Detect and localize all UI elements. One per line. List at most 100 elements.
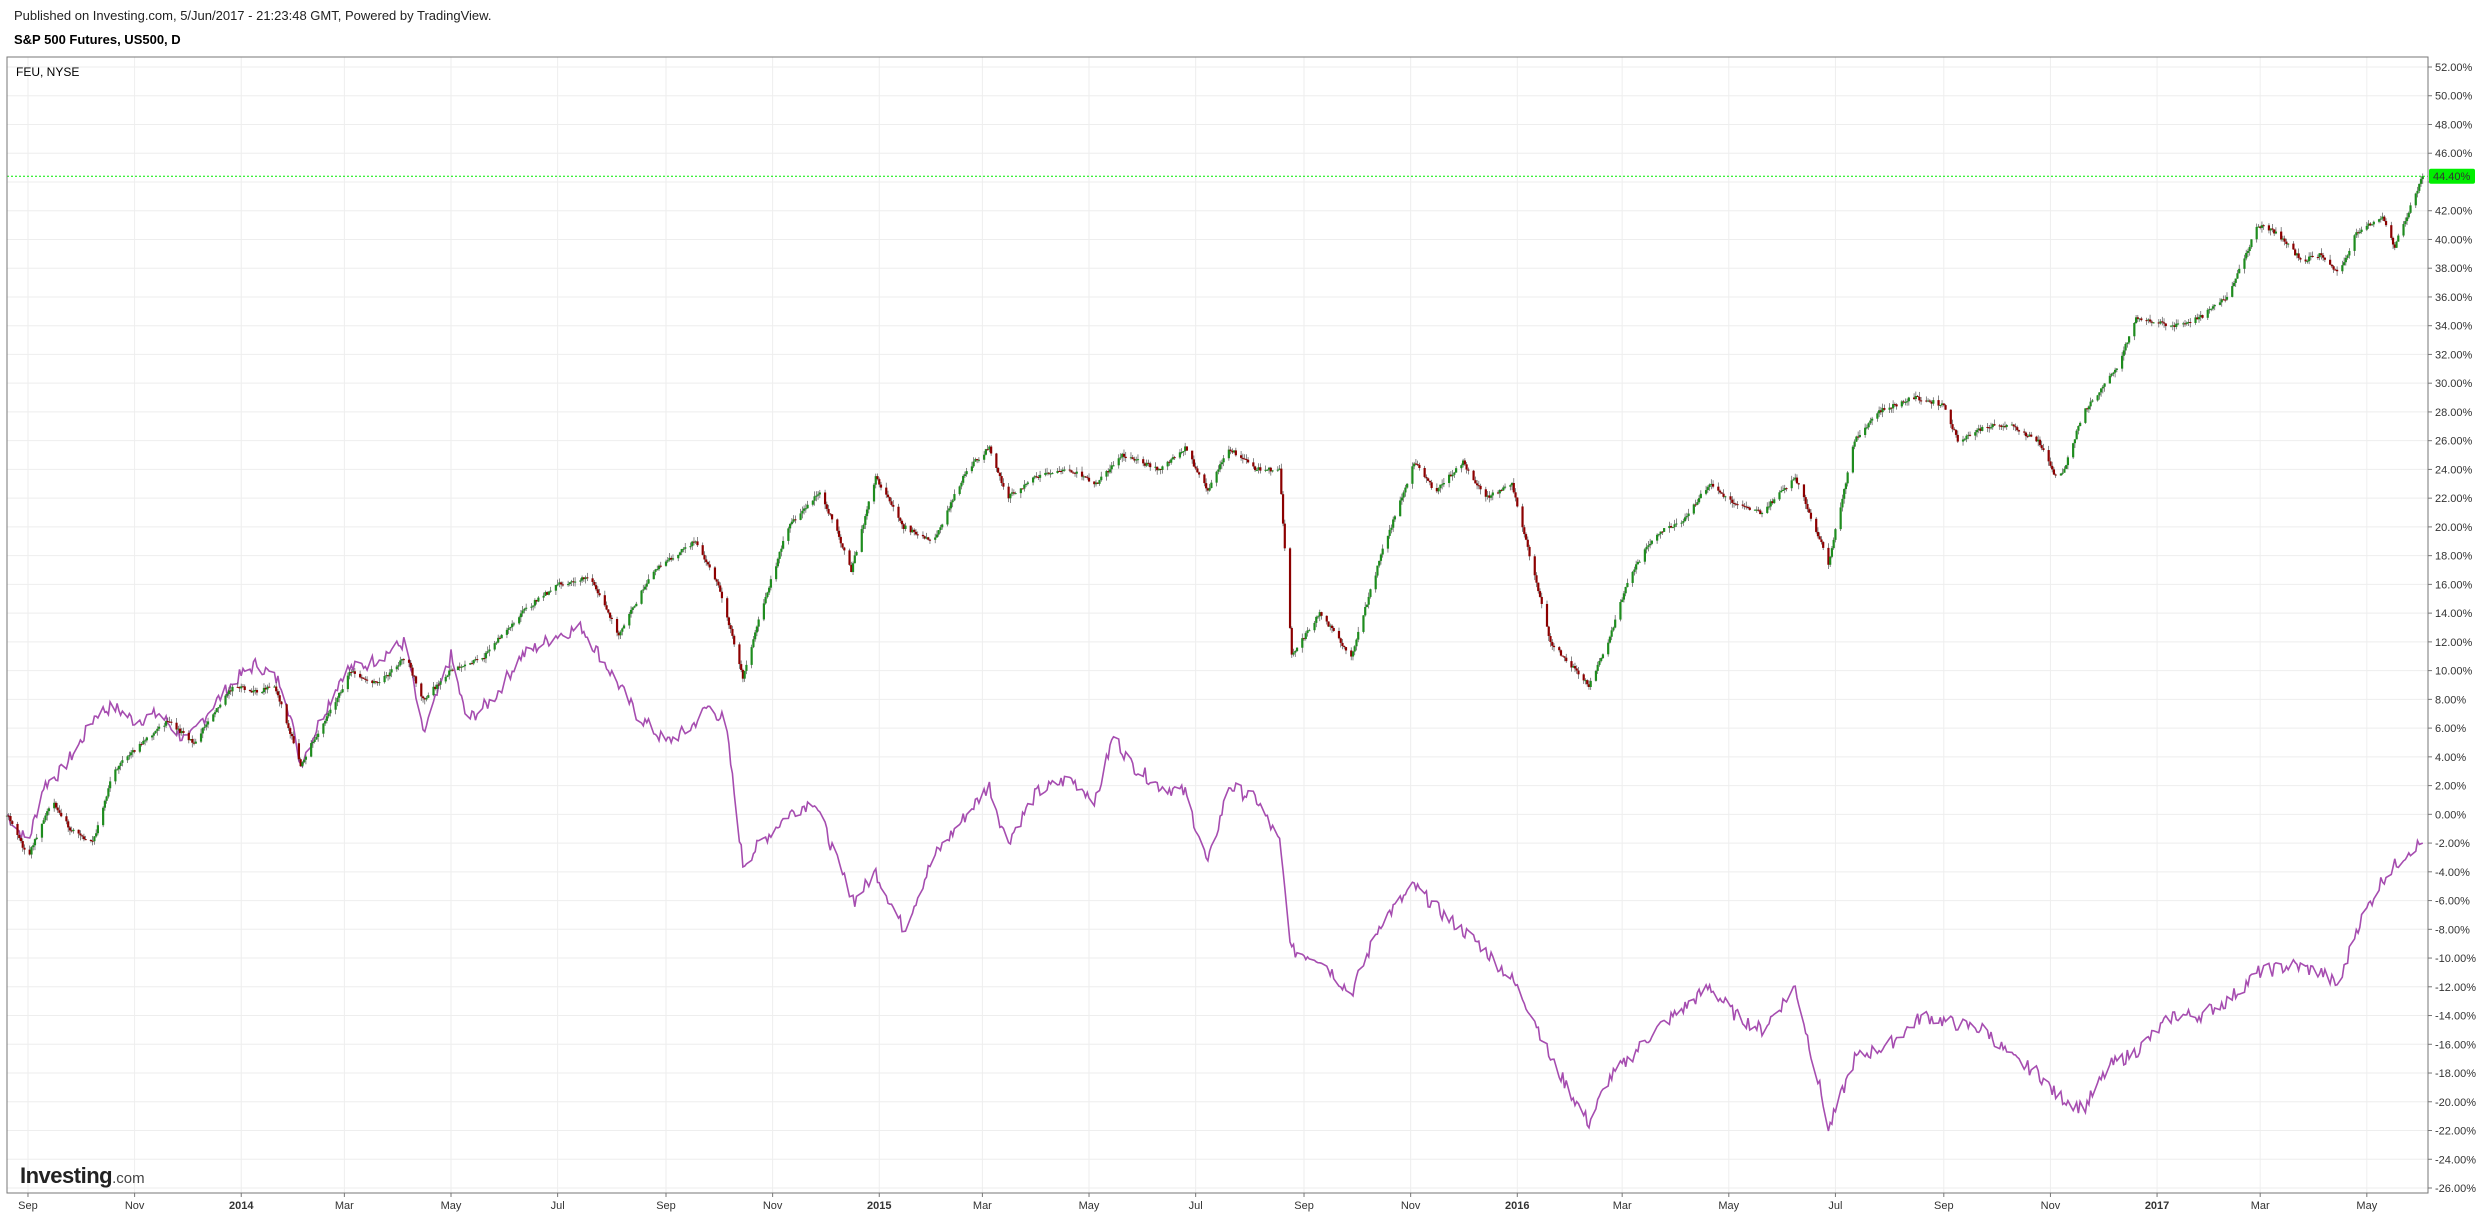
candle-body <box>1949 409 1952 425</box>
candle-body <box>1121 453 1124 458</box>
candle-body <box>2210 308 2213 310</box>
candle-body <box>1549 635 1552 643</box>
candle-body <box>1351 651 1355 657</box>
candle-body <box>1905 401 1909 403</box>
candle-body <box>1816 531 1820 537</box>
candle-body <box>201 727 204 734</box>
candle-body <box>33 839 37 846</box>
candle-body <box>1215 471 1218 483</box>
y-tick-label: -10.00% <box>2435 953 2476 965</box>
candle-body <box>128 755 131 757</box>
candle-body <box>1245 459 1248 461</box>
candle-body <box>1771 501 1774 504</box>
candle-body <box>2110 373 2113 376</box>
candle-body <box>1547 626 1550 636</box>
candle-body <box>1883 408 1886 410</box>
candle-body <box>1002 483 1005 487</box>
candle-body <box>495 642 498 644</box>
candle-body <box>1337 630 1341 639</box>
candle-body <box>939 527 942 531</box>
candle-body <box>2257 226 2260 228</box>
candle-body <box>145 737 148 741</box>
candle-body <box>574 581 577 583</box>
candle-body <box>1878 410 1881 414</box>
candle-body <box>1851 446 1855 473</box>
candle-body <box>1635 564 1638 570</box>
candle-body <box>1809 512 1813 519</box>
candle-body <box>1096 482 1099 484</box>
candle-body <box>215 708 218 713</box>
candle-body <box>89 840 93 842</box>
candle-body <box>818 492 821 495</box>
candle-body <box>434 686 437 689</box>
candle-body <box>1278 468 1281 470</box>
candle-body <box>1694 504 1697 506</box>
candle-body <box>47 808 51 812</box>
candle-body <box>860 529 863 552</box>
candle-body <box>1488 495 1491 498</box>
candle-body <box>1131 457 1134 459</box>
candle-body <box>633 606 636 608</box>
candle-body <box>1968 434 1972 436</box>
candle-body <box>986 449 989 451</box>
candle-body <box>1430 482 1433 488</box>
candle-body <box>782 540 785 549</box>
candle-body <box>2171 325 2174 327</box>
candle-body <box>1841 498 1844 508</box>
candle-body <box>2367 223 2370 226</box>
candle-body <box>787 528 790 541</box>
candle-body <box>1746 507 1750 509</box>
candle-body <box>21 841 24 848</box>
candle-body <box>1806 503 1809 510</box>
candle-body <box>1792 479 1795 481</box>
candle-body <box>1839 507 1842 530</box>
candle-body <box>1246 459 1250 463</box>
candle-body <box>2194 317 2197 323</box>
candle-body <box>1802 484 1806 498</box>
candle-body <box>2065 465 2068 469</box>
candle-body <box>914 531 918 535</box>
candle-body <box>2250 239 2253 248</box>
candle-body <box>1241 457 1244 459</box>
candle-body <box>519 613 523 618</box>
candle-body <box>911 529 914 533</box>
candle-body <box>2391 237 2395 245</box>
candle-body <box>2098 392 2101 396</box>
candle-body <box>2052 469 2056 475</box>
candle-body <box>1626 582 1629 588</box>
candle-body <box>2414 193 2417 206</box>
candle-body <box>691 541 694 547</box>
candle-body <box>1330 625 1334 629</box>
candle-body <box>1107 471 1110 473</box>
candle-body <box>421 696 425 699</box>
candle-body <box>327 713 330 717</box>
candle-body <box>81 835 84 837</box>
candle-body <box>1687 513 1690 517</box>
x-tick-label: Sep <box>656 1200 676 1212</box>
candle-body <box>407 659 411 663</box>
candle-body <box>1000 476 1003 484</box>
candle-body <box>435 684 439 689</box>
y-tick-label: 38.00% <box>2435 263 2473 275</box>
candle-body <box>2322 255 2325 258</box>
candle-body <box>1425 476 1428 479</box>
candle-body <box>1379 554 1383 561</box>
candle-body <box>427 695 430 698</box>
candle-body <box>1105 471 1108 477</box>
candle-body <box>1075 471 1078 474</box>
candle-body <box>68 827 72 831</box>
candle-body <box>152 733 155 736</box>
candle-body <box>1512 482 1515 493</box>
candle-body <box>1509 485 1512 487</box>
candle-body <box>23 847 26 850</box>
y-tick-label: -12.00% <box>2435 982 2476 994</box>
candle-body <box>268 686 271 688</box>
candle-body <box>1827 547 1830 565</box>
candle-body <box>659 565 662 567</box>
candle-body <box>829 513 832 515</box>
candle-body <box>1942 403 1945 406</box>
candle-body <box>726 598 729 618</box>
candle-body <box>2402 224 2405 236</box>
candle-body <box>1607 642 1610 655</box>
